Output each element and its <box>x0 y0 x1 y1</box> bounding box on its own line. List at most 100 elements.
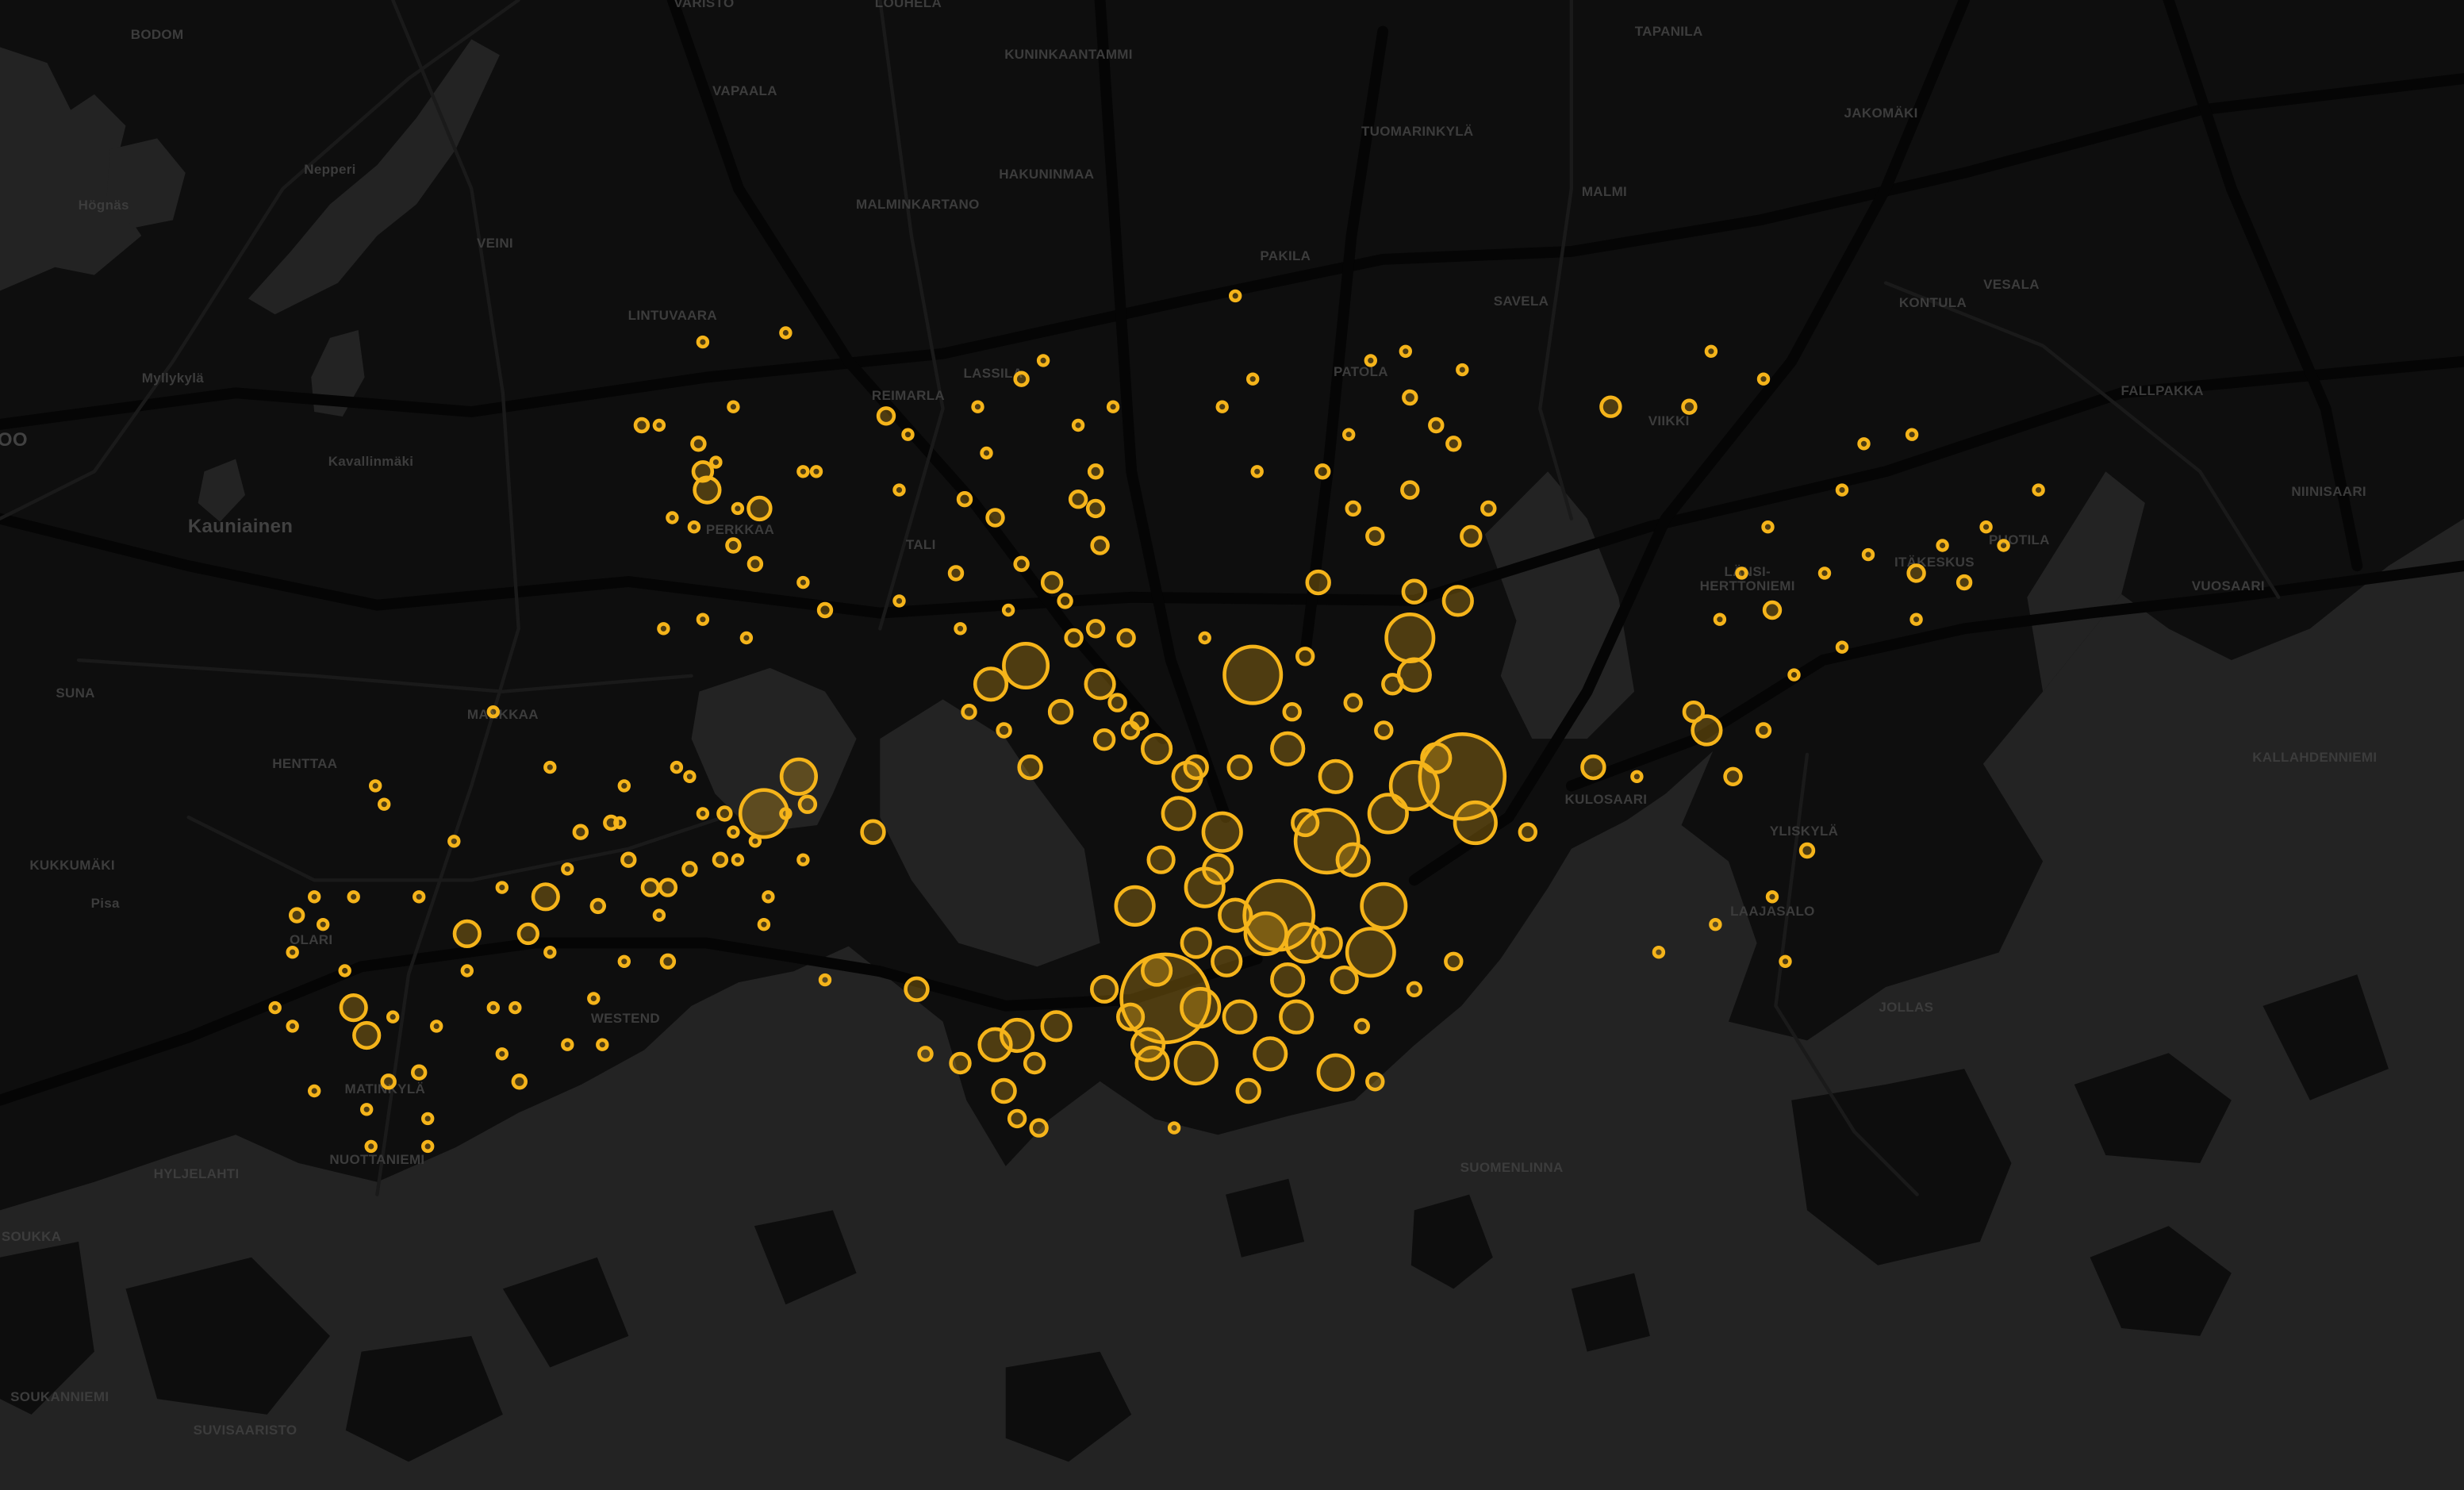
marker[interactable] <box>739 631 754 645</box>
marker[interactable] <box>1400 480 1420 500</box>
marker[interactable] <box>308 890 321 904</box>
marker[interactable] <box>543 760 557 774</box>
marker[interactable] <box>796 465 810 478</box>
marker[interactable] <box>412 890 426 904</box>
marker[interactable] <box>1682 700 1706 724</box>
marker[interactable] <box>360 1103 374 1116</box>
marker[interactable] <box>589 897 606 915</box>
marker[interactable] <box>1335 842 1371 877</box>
marker[interactable] <box>652 418 666 432</box>
marker[interactable] <box>1057 593 1073 609</box>
marker[interactable] <box>495 881 509 894</box>
marker[interactable] <box>1040 1010 1073 1043</box>
marker[interactable] <box>1765 890 1779 904</box>
marker[interactable] <box>1107 693 1127 712</box>
marker[interactable] <box>338 964 351 977</box>
marker[interactable] <box>429 1020 443 1033</box>
marker[interactable] <box>731 853 745 866</box>
marker[interactable] <box>1218 897 1253 933</box>
marker[interactable] <box>1787 668 1801 682</box>
marker[interactable] <box>1293 808 1361 875</box>
marker[interactable] <box>876 406 896 426</box>
marker[interactable] <box>1114 885 1156 927</box>
marker[interactable] <box>587 992 601 1005</box>
marker[interactable] <box>1428 417 1445 434</box>
marker[interactable] <box>779 757 819 796</box>
marker[interactable] <box>725 537 742 554</box>
marker[interactable] <box>486 705 500 719</box>
marker[interactable] <box>1402 389 1418 406</box>
marker[interactable] <box>1861 547 1875 562</box>
marker[interactable] <box>1709 917 1722 931</box>
marker[interactable] <box>1580 754 1606 781</box>
marker[interactable] <box>1089 974 1119 1004</box>
marker[interactable] <box>1388 760 1440 812</box>
marker[interactable] <box>816 601 834 619</box>
marker[interactable] <box>1090 536 1110 555</box>
marker[interactable] <box>954 622 967 636</box>
marker[interactable] <box>1270 731 1306 766</box>
marker[interactable] <box>1202 853 1234 885</box>
marker[interactable] <box>1235 1077 1261 1104</box>
marker[interactable] <box>748 835 762 848</box>
marker[interactable] <box>892 594 906 608</box>
marker[interactable] <box>516 922 539 946</box>
marker[interactable] <box>1630 770 1644 783</box>
marker[interactable] <box>687 520 701 534</box>
marker[interactable] <box>901 428 915 441</box>
marker[interactable] <box>727 400 740 413</box>
marker[interactable] <box>369 779 382 793</box>
marker[interactable] <box>509 1000 522 1015</box>
marker[interactable] <box>690 436 707 452</box>
marker[interactable] <box>1835 483 1849 497</box>
marker[interactable] <box>1314 463 1331 480</box>
marker[interactable] <box>1092 728 1116 751</box>
marker[interactable] <box>683 770 697 783</box>
marker[interactable] <box>1279 999 1315 1035</box>
marker[interactable] <box>1167 1121 1181 1135</box>
marker[interactable] <box>696 613 710 626</box>
marker[interactable] <box>1023 1051 1046 1075</box>
marker[interactable] <box>1345 500 1361 517</box>
marker[interactable] <box>1140 954 1173 987</box>
marker[interactable] <box>1291 808 1320 838</box>
marker[interactable] <box>757 917 771 931</box>
marker[interactable] <box>1180 927 1212 959</box>
marker[interactable] <box>977 1027 1013 1062</box>
marker[interactable] <box>1997 539 2010 552</box>
marker[interactable] <box>670 760 684 774</box>
marker[interactable] <box>1071 418 1085 432</box>
marker[interactable] <box>731 501 745 516</box>
marker[interactable] <box>1228 289 1242 303</box>
marker[interactable] <box>410 1064 428 1081</box>
marker[interactable] <box>1295 647 1315 666</box>
marker[interactable] <box>1518 822 1538 842</box>
marker[interactable] <box>696 335 710 349</box>
marker[interactable] <box>561 1038 574 1051</box>
marker[interactable] <box>378 797 391 811</box>
marker[interactable] <box>738 788 789 839</box>
marker[interactable] <box>1007 1108 1027 1129</box>
marker[interactable] <box>985 508 1005 528</box>
marker[interactable] <box>818 973 832 987</box>
marker[interactable] <box>1002 641 1050 689</box>
marker[interactable] <box>352 1020 382 1050</box>
marker[interactable] <box>1120 720 1141 740</box>
marker[interactable] <box>486 1000 500 1015</box>
marker[interactable] <box>386 1010 400 1023</box>
marker[interactable] <box>904 976 930 1003</box>
marker[interactable] <box>746 495 773 522</box>
marker[interactable] <box>716 805 733 822</box>
marker[interactable] <box>1909 613 1923 626</box>
marker[interactable] <box>1343 693 1363 712</box>
marker[interactable] <box>380 1073 397 1090</box>
marker[interactable] <box>1201 811 1243 853</box>
marker[interactable] <box>1180 986 1222 1029</box>
marker[interactable] <box>809 465 823 478</box>
marker[interactable] <box>1353 1018 1371 1035</box>
marker[interactable] <box>1735 566 1748 580</box>
marker[interactable] <box>779 807 793 820</box>
marker[interactable] <box>1399 344 1413 358</box>
marker[interactable] <box>1311 927 1343 959</box>
